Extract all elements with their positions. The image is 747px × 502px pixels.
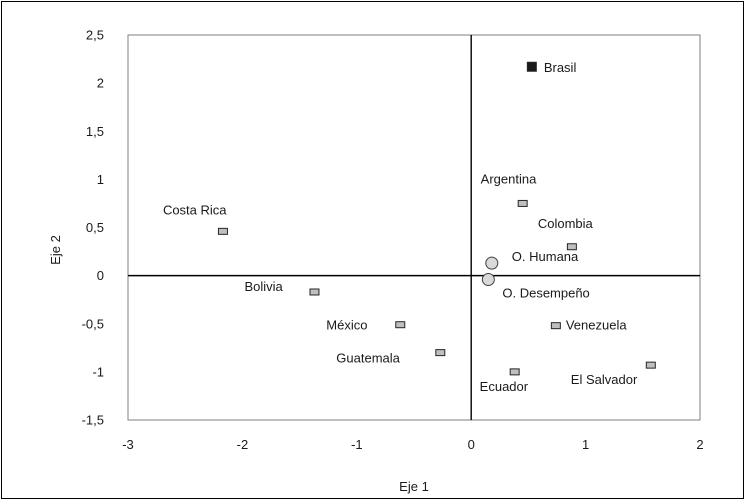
x-tick-label: -2 bbox=[237, 437, 249, 452]
point-label-costa-rica: Costa Rica bbox=[163, 202, 227, 217]
point-label-el-salvador: El Salvador bbox=[571, 372, 638, 387]
y-tick-label: 0 bbox=[97, 268, 104, 283]
point-label-ecuador: Ecuador bbox=[480, 379, 529, 394]
point-o-humana bbox=[485, 256, 499, 270]
x-axis-label: Eje 1 bbox=[399, 479, 429, 494]
x-tick-label: -1 bbox=[351, 437, 363, 452]
y-tick-label: 1 bbox=[97, 172, 104, 187]
point-argentina bbox=[517, 199, 528, 207]
point-costa-rica bbox=[217, 227, 228, 235]
point-label-bolivia: Bolivia bbox=[244, 279, 283, 294]
point-label-guatemala: Guatemala bbox=[336, 351, 400, 366]
point-label-m-xico: México bbox=[326, 318, 367, 333]
point-o-desempe-o bbox=[481, 272, 495, 286]
plot-area bbox=[127, 34, 701, 421]
x-tick-label: 1 bbox=[582, 437, 589, 452]
point-label-brasil: Brasil bbox=[544, 60, 577, 75]
y-tick-label: -1,5 bbox=[82, 413, 104, 428]
point-guatemala bbox=[435, 349, 446, 357]
point-label-o-humana: O. Humana bbox=[512, 249, 579, 264]
y-tick-label: 2,5 bbox=[86, 28, 104, 43]
point-el-salvador bbox=[645, 361, 656, 369]
point-label-argentina: Argentina bbox=[481, 171, 537, 186]
point-ecuador bbox=[509, 368, 520, 376]
y-tick-label: -1 bbox=[92, 364, 104, 379]
point-label-o-desempe-o: O. Desempeño bbox=[502, 285, 589, 300]
y-tick-label: 0,5 bbox=[86, 220, 104, 235]
point-label-venezuela: Venezuela bbox=[566, 318, 627, 333]
point-bolivia bbox=[309, 288, 320, 296]
point-label-colombia: Colombia bbox=[538, 216, 594, 231]
y-tick-label: -0,5 bbox=[82, 316, 104, 331]
x-tick-label: -3 bbox=[122, 437, 134, 452]
point-colombia bbox=[566, 243, 577, 251]
point-brasil bbox=[526, 61, 537, 72]
y-tick-label: 1,5 bbox=[86, 124, 104, 139]
x-tick-label: 0 bbox=[468, 437, 475, 452]
point-venezuela bbox=[550, 322, 561, 330]
y-axis-label: Eje 2 bbox=[48, 235, 63, 265]
point-m-xico bbox=[395, 321, 406, 329]
y-tick-label: 2 bbox=[97, 76, 104, 91]
x-tick-label: 2 bbox=[696, 437, 703, 452]
